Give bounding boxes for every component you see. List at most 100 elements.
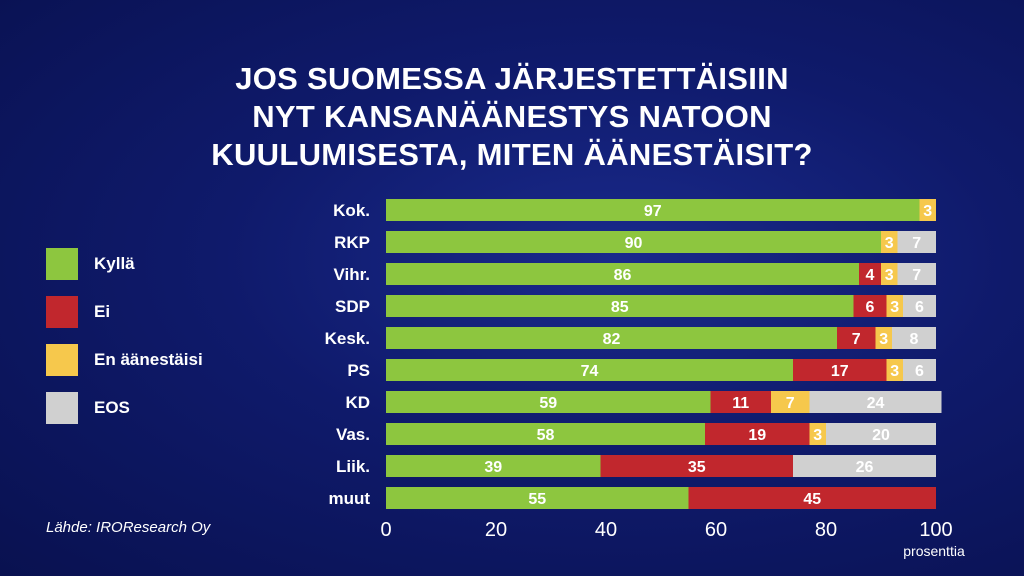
- category-label: RKP: [334, 233, 370, 252]
- bar-segment: [837, 327, 876, 349]
- data-label: 74: [581, 363, 599, 380]
- legend-label: EOS: [94, 398, 130, 417]
- bar-segment: [897, 263, 936, 285]
- category-label: muut: [328, 489, 370, 508]
- x-tick-label: 60: [705, 519, 727, 541]
- x-tick-label: 20: [485, 519, 507, 541]
- data-label: 11: [732, 395, 749, 412]
- data-label: 3: [890, 299, 899, 316]
- data-label: 7: [912, 235, 921, 252]
- data-label: 19: [748, 427, 766, 444]
- x-axis-label: prosenttia: [903, 543, 965, 559]
- bar-segment: [600, 455, 793, 477]
- bar-segment: [386, 359, 793, 381]
- data-label: 3: [813, 427, 822, 444]
- bar-segment: [793, 455, 936, 477]
- data-label: 3: [885, 267, 894, 284]
- legend-label: Kyllä: [94, 254, 135, 273]
- data-label: 6: [915, 299, 924, 316]
- bar-segment: [386, 391, 711, 413]
- bar-segment: [859, 263, 881, 285]
- legend-item-eos: EOS: [46, 392, 266, 426]
- x-tick-label: 0: [380, 519, 391, 541]
- bar-segment: [875, 327, 892, 349]
- data-label: 90: [625, 235, 643, 252]
- bar-segment: [897, 231, 936, 253]
- bar-segment: [386, 295, 854, 317]
- legend-item-ei: Ei: [46, 296, 266, 330]
- legend-swatch: [46, 248, 78, 280]
- data-label: 3: [879, 331, 888, 348]
- bar-segment: [892, 327, 936, 349]
- bar-segment: [386, 487, 689, 509]
- category-label: PS: [347, 361, 370, 380]
- data-label: 24: [867, 395, 885, 412]
- title-line-1: JOS SUOMESSA JÄRJESTETTÄISIIN: [235, 61, 789, 96]
- data-label: 7: [912, 267, 921, 284]
- bar-segment: [886, 295, 903, 317]
- bar-segment: [688, 487, 936, 509]
- category-label: Liik.: [336, 457, 370, 476]
- legend-label: En äänestäisi: [94, 350, 203, 369]
- data-label: 39: [484, 459, 502, 476]
- category-label: KD: [345, 393, 370, 412]
- category-label: Kok.: [333, 201, 370, 220]
- data-label: 3: [923, 203, 932, 220]
- legend-item-en-aanestaisi: En äänestäisi: [46, 344, 266, 378]
- bar-segment: [386, 423, 705, 445]
- title-line-3: KUULUMISESTA, MITEN ÄÄNESTÄISIT?: [211, 137, 813, 172]
- bar-segment: [853, 295, 887, 317]
- chart-title: JOS SUOMESSA JÄRJESTETTÄISIIN NYT KANSAN…: [0, 60, 1024, 174]
- data-label: 4: [866, 267, 875, 284]
- bar-segment: [903, 295, 936, 317]
- data-label: 20: [872, 427, 890, 444]
- x-tick-label: 40: [595, 519, 617, 541]
- title-line-2: NYT KANSANÄÄNESTYS NATOON: [252, 99, 772, 134]
- data-label: 26: [856, 459, 874, 476]
- source-note: Lähde: IROResearch Oy: [46, 519, 211, 536]
- bar-segment: [386, 455, 601, 477]
- bar-segment: [386, 263, 859, 285]
- legend-swatch: [46, 344, 78, 376]
- data-label: 7: [852, 331, 861, 348]
- data-label: 17: [831, 363, 849, 380]
- bar-segment: [919, 199, 936, 221]
- data-label: 6: [915, 363, 924, 380]
- data-label: 8: [910, 331, 919, 348]
- data-label: 55: [528, 491, 546, 508]
- category-label: Vas.: [336, 425, 370, 444]
- data-label: 6: [866, 299, 875, 316]
- bar-segment: [705, 423, 810, 445]
- bar-segment: [881, 231, 898, 253]
- data-label: 86: [614, 267, 632, 284]
- data-label: 3: [885, 235, 894, 252]
- bar-segment: [826, 423, 936, 445]
- bar-segment: [386, 327, 837, 349]
- data-label: 7: [786, 395, 795, 412]
- legend-swatch: [46, 392, 78, 424]
- data-label: 59: [539, 395, 557, 412]
- data-label: 82: [603, 331, 621, 348]
- bar-segment: [886, 359, 903, 381]
- data-label: 58: [537, 427, 555, 444]
- category-label: SDP: [335, 297, 370, 316]
- bar-segment: [809, 391, 942, 413]
- bar-segment: [386, 231, 881, 253]
- bar-segment: [386, 199, 920, 221]
- bar-segment: [710, 391, 771, 413]
- category-label: Kesk.: [325, 329, 370, 348]
- data-label: 85: [611, 299, 629, 316]
- bar-segment: [881, 263, 898, 285]
- category-label: Vihr.: [333, 265, 370, 284]
- bar-segment: [809, 423, 826, 445]
- legend-swatch: [46, 296, 78, 328]
- bar-segment: [771, 391, 810, 413]
- bar-segment: [793, 359, 887, 381]
- data-label: 35: [688, 459, 706, 476]
- data-label: 97: [644, 203, 662, 220]
- data-label: 45: [803, 491, 821, 508]
- legend-label: Ei: [94, 302, 111, 321]
- data-label: 3: [890, 363, 899, 380]
- x-tick-label: 100: [919, 519, 952, 541]
